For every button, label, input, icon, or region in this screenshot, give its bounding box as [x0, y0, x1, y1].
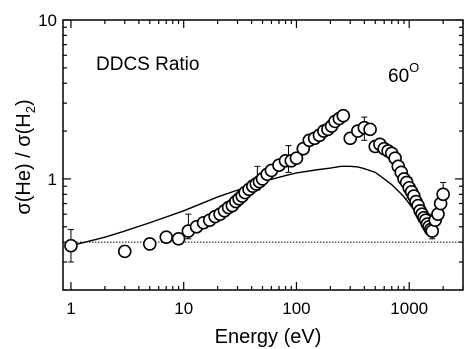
data-point [142, 237, 157, 251]
x-axis-label: Energy (eV) [215, 326, 322, 348]
data-point [117, 244, 132, 259]
y-axis-label-subscript: 2 [23, 106, 38, 113]
y-axis-label: σ(He) / σ(H2) [13, 99, 38, 214]
annotation-angle-unit: O [409, 60, 419, 75]
data-point [64, 238, 78, 253]
ticks-layer: 1 10 100 1000 1 10 [38, 11, 464, 318]
data-point [363, 122, 377, 137]
y-axis-label-close: ) [13, 99, 35, 106]
x-tick-label: 100 [282, 299, 310, 318]
x-tick-label: 1 [66, 299, 75, 318]
y-axis-label-main: σ(He) / σ(H [13, 113, 35, 214]
data-point [436, 187, 450, 202]
x-tick-label: 10 [174, 299, 193, 318]
data-point [289, 151, 304, 166]
points-layer [64, 108, 450, 259]
x-tick-label: 1000 [390, 299, 428, 318]
annotation-angle-value: 60 [388, 66, 409, 87]
data-point [159, 230, 174, 244]
y-tick-label: 10 [38, 11, 57, 30]
data-point [336, 108, 351, 123]
annotation-angle: 60O [388, 60, 419, 87]
annotation-ddcs-ratio: DDCS Ratio [96, 54, 199, 75]
data-point [171, 231, 186, 246]
y-tick-label: 1 [48, 170, 57, 189]
